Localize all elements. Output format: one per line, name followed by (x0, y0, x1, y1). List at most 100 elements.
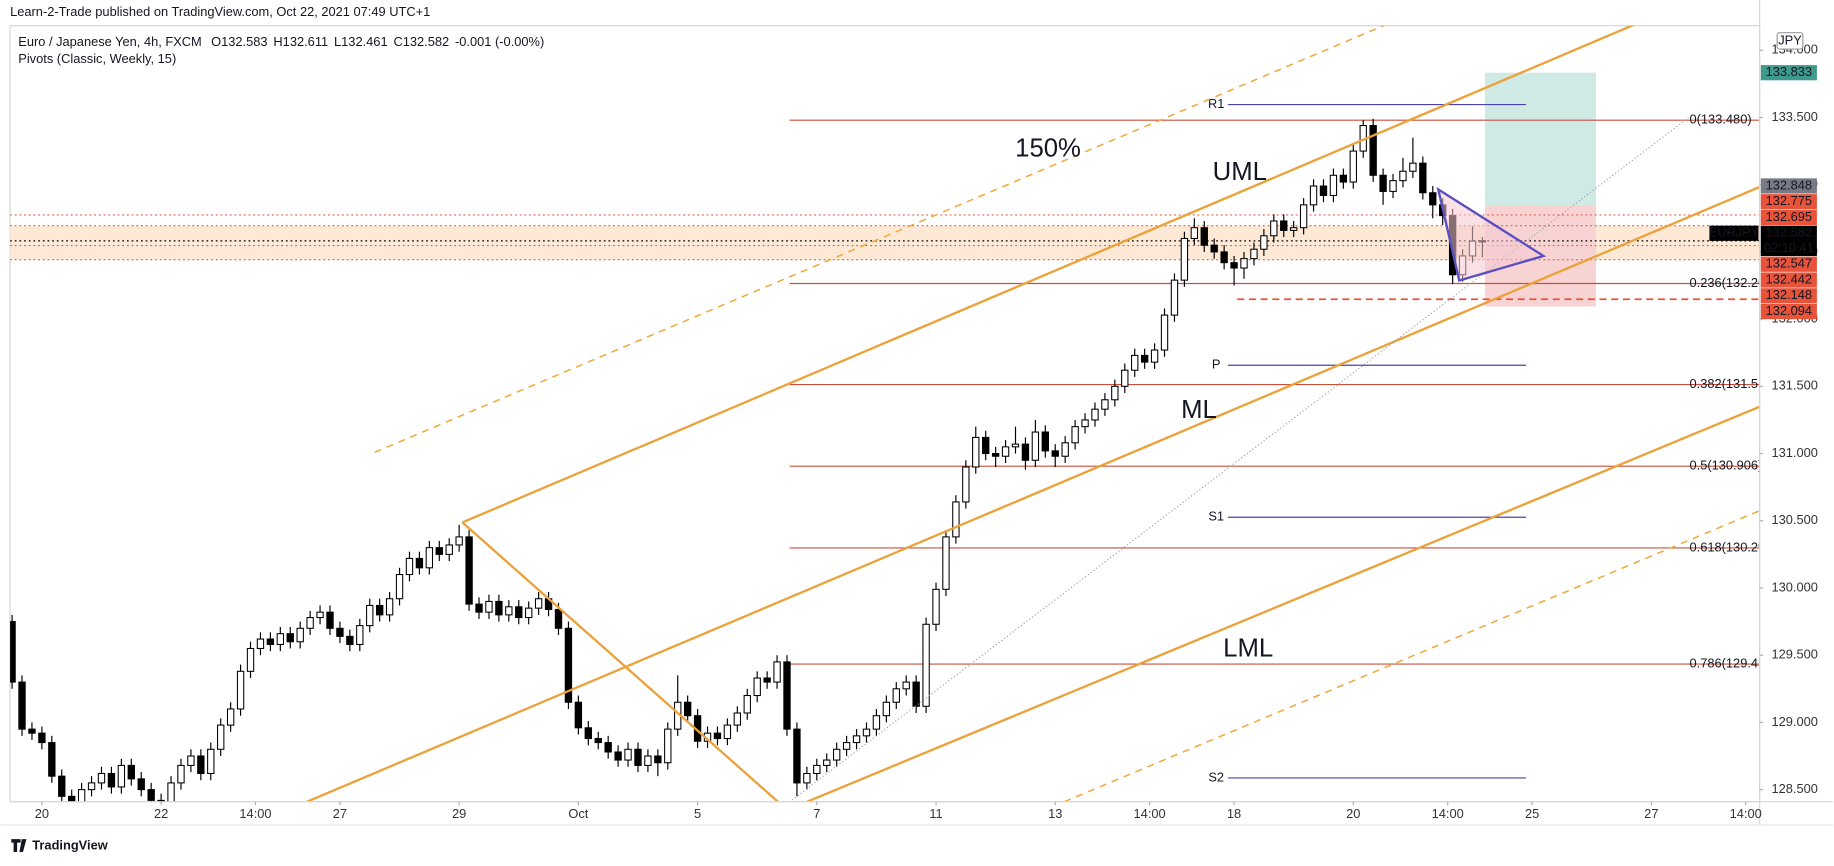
ohlc-value: 132.583 (221, 35, 267, 50)
candle-body (842, 742, 851, 750)
price-label-box (1760, 194, 1817, 210)
lower-median-line (806, 405, 1760, 802)
candle-body (87, 782, 96, 791)
median-line (306, 185, 1760, 802)
candle-body (425, 547, 434, 569)
candle-body (515, 606, 523, 619)
x-tick-label: 11 (929, 806, 942, 821)
symbol-label: EURJPY (1709, 225, 1760, 240)
candle-body (68, 795, 76, 802)
candle-body (1240, 258, 1248, 269)
candle-body (1260, 235, 1268, 250)
x-tick-label: 14:00 (1134, 806, 1166, 821)
candle-body (405, 557, 414, 576)
candle-body (733, 712, 742, 726)
x-tick-label: 14:00 (239, 806, 271, 821)
candle-body (654, 755, 662, 764)
candle-body (1121, 369, 1129, 387)
candle-body (77, 789, 86, 802)
candle-body (584, 727, 592, 740)
x-tick-label: 20 (35, 806, 49, 821)
price-label-box (1760, 209, 1817, 226)
candle-body (525, 607, 533, 619)
axes: 128.500 129.000 129.500 130.000 130.500 131.0… (35, 42, 1818, 821)
candle-body (256, 638, 265, 649)
ohlc-key: H (273, 35, 282, 50)
candle-body (1369, 125, 1377, 176)
candle-body (177, 764, 185, 784)
candle-body (336, 627, 344, 637)
change: -0.001 (-0.00%) (455, 35, 544, 50)
symbol: Euro / Japanese Yen, 4h, FXCM (18, 35, 202, 50)
candle-body (614, 751, 622, 761)
candle-body (217, 724, 225, 750)
candle-body (1001, 446, 1010, 457)
candle-body (902, 681, 910, 690)
candle-body (783, 661, 791, 730)
target-zone (1484, 72, 1597, 206)
candle-body (1250, 248, 1258, 260)
candle-body (455, 536, 463, 546)
candle-body (1111, 385, 1119, 401)
candle-body (1379, 174, 1387, 192)
candle-body (892, 688, 900, 703)
price-label: 133.833 (1766, 64, 1812, 79)
candle-body (1150, 349, 1159, 363)
candle-body (10, 621, 16, 683)
y-tick-label: 131.000 (1771, 445, 1817, 460)
candle-body (435, 547, 443, 555)
candle-body (276, 633, 285, 645)
price-label: 132.695 (1766, 209, 1812, 224)
annotation: UML (1213, 158, 1267, 186)
candle-body (107, 772, 116, 788)
x-tick-label: 27 (333, 806, 347, 821)
logo-text: TradingView (32, 838, 108, 853)
candle-body (852, 735, 861, 744)
fib-trend-line (788, 116, 1690, 802)
candle-body (167, 782, 175, 802)
annotation: ML (1181, 396, 1217, 424)
candle-body (962, 466, 970, 503)
candle-body (763, 677, 771, 683)
price-label-box (1760, 272, 1817, 288)
candle-body (1011, 443, 1020, 448)
candle-body (574, 701, 583, 729)
candle-body (982, 436, 990, 455)
price-label-box (1760, 256, 1817, 272)
candle-body (972, 436, 980, 468)
candle-body (306, 617, 314, 629)
price-label-box (1760, 65, 1817, 81)
logo-icon (11, 839, 27, 852)
candle-body (346, 635, 354, 645)
candle-body (1101, 399, 1109, 410)
candle-body (296, 627, 304, 643)
candle-body (1270, 220, 1278, 237)
y-tick-label: 131.500 (1771, 378, 1817, 393)
candle-body (594, 738, 602, 744)
candle-body (505, 606, 513, 616)
candle-body (832, 748, 841, 761)
candle-body (385, 598, 394, 616)
candle-body (1041, 431, 1049, 452)
candle-body (624, 748, 632, 761)
candle-body (97, 772, 106, 784)
candle-body (1389, 180, 1397, 192)
y-tick-label: 128.500 (1771, 781, 1817, 796)
candle-body (1299, 204, 1308, 229)
candle-body (713, 732, 722, 740)
pivot-label: P (1212, 357, 1221, 372)
candle-body (226, 708, 235, 726)
candle-body (38, 732, 46, 744)
candle-body (912, 681, 920, 707)
ohlc-key: L (334, 35, 341, 50)
price-label: 132.442 (1766, 271, 1812, 286)
currency: JPY (1778, 32, 1802, 47)
candle-body (991, 453, 1000, 457)
fib-label: 0.5(130.906) (1690, 458, 1763, 473)
candle-body (28, 728, 36, 734)
candle-body (1289, 227, 1298, 231)
fib-label: 0.382(131.513 (1690, 376, 1773, 391)
x-tick-label: 18 (1227, 806, 1241, 821)
candle-body (554, 608, 563, 629)
candle-body (1160, 314, 1169, 351)
